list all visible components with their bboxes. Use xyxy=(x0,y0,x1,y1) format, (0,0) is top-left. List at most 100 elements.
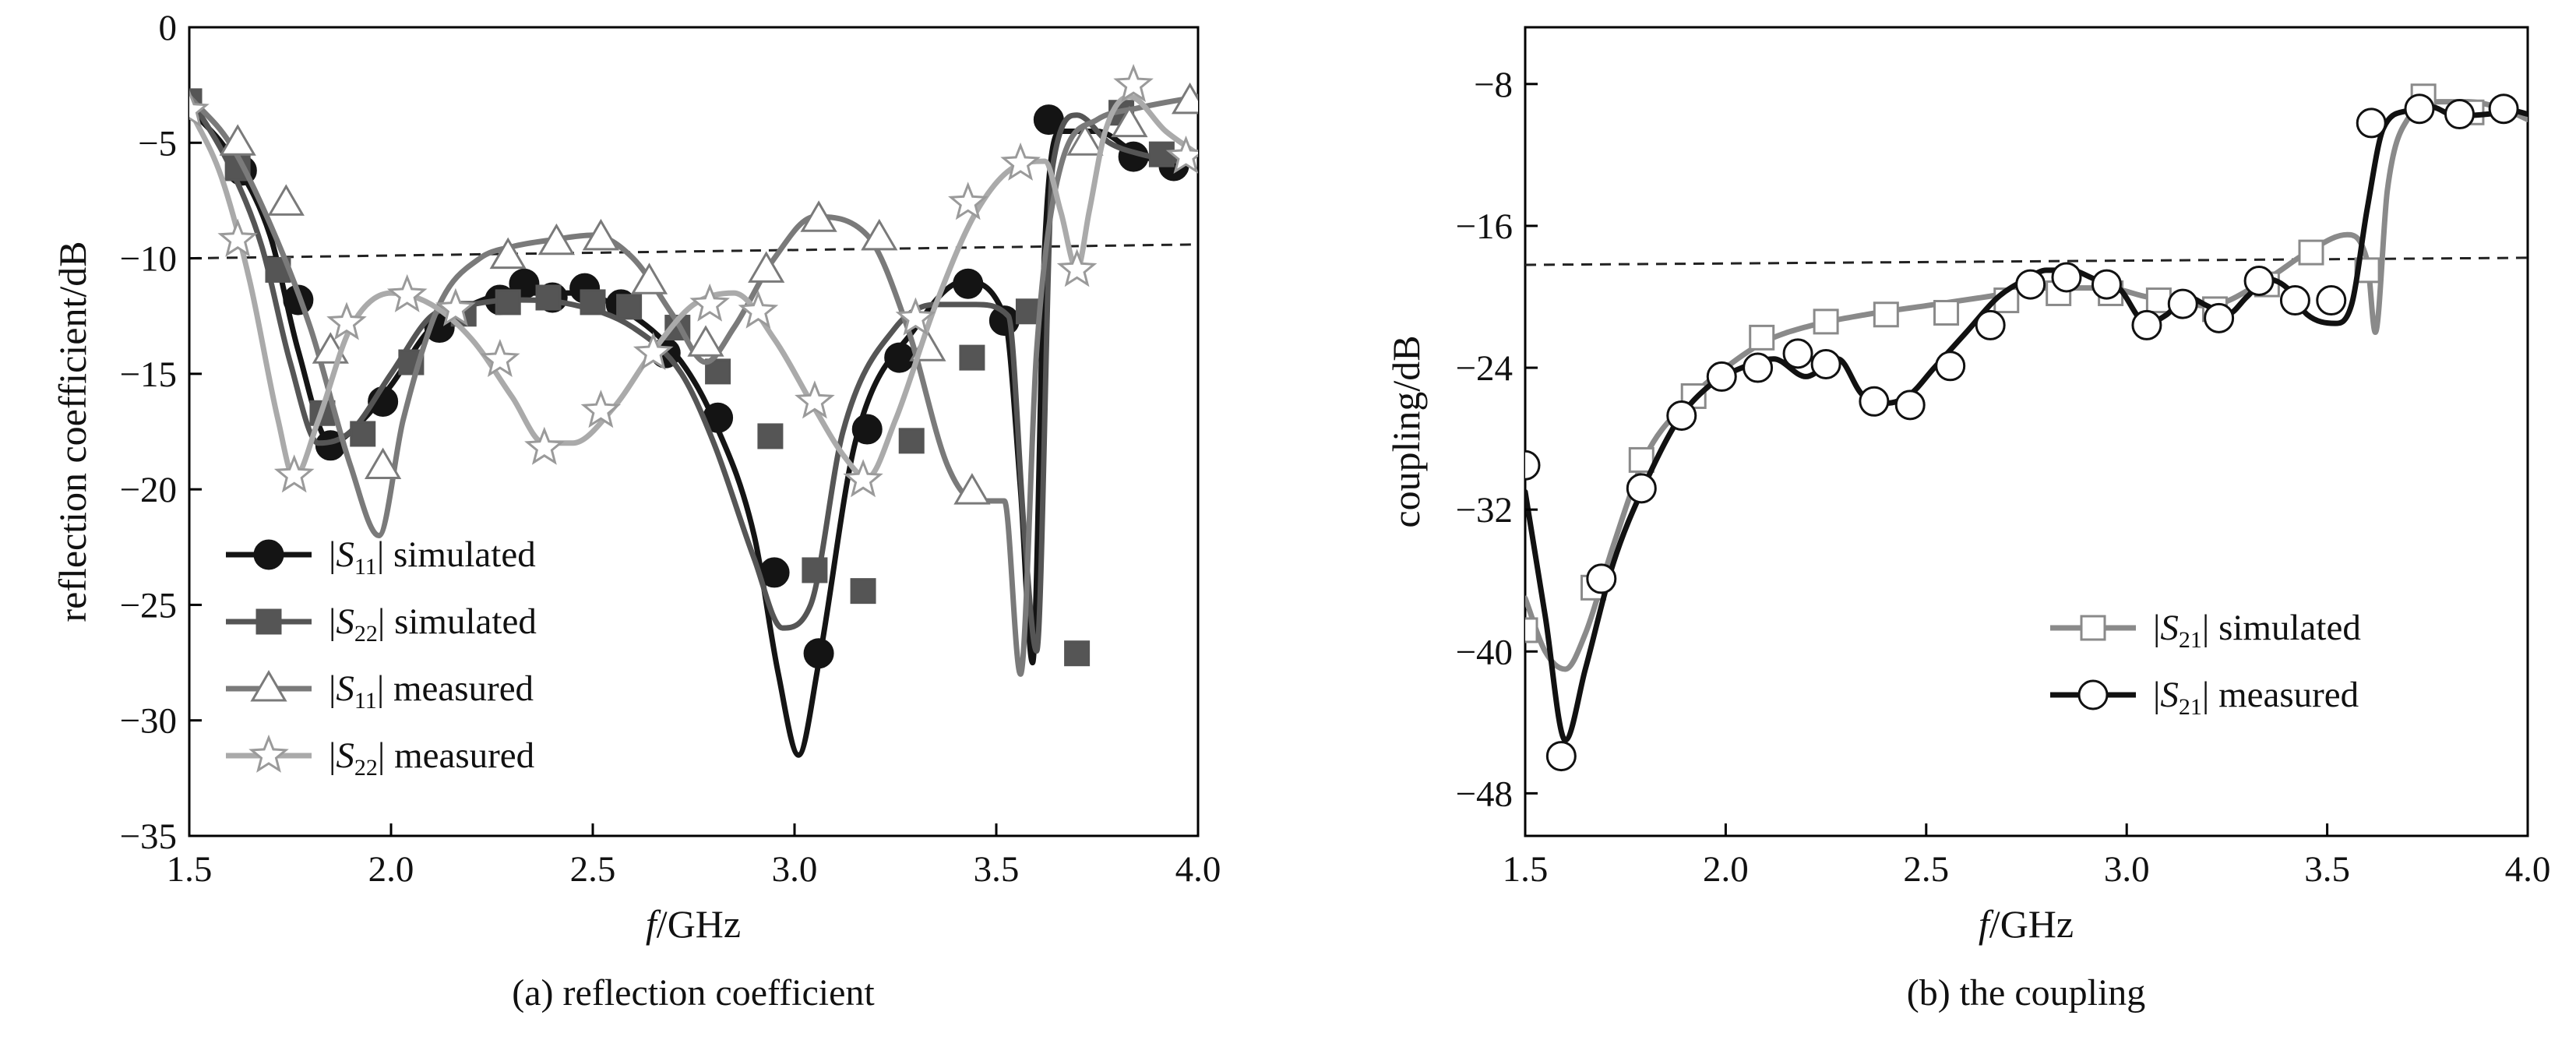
y-tick-label: −16 xyxy=(1455,206,1513,247)
legend-item: |S22| simulated xyxy=(226,601,537,647)
series-line xyxy=(189,93,1198,481)
data-point-marker xyxy=(580,289,606,316)
legend-item: |S22| measured xyxy=(226,734,534,781)
legend-marker xyxy=(2077,679,2109,710)
data-point-marker xyxy=(633,332,674,371)
legend-marker xyxy=(255,608,282,635)
legend-label: |S22| measured xyxy=(329,735,534,781)
data-point-marker xyxy=(861,218,898,251)
panel-caption: (a) reflection coefficient xyxy=(512,972,875,1014)
data-point-marker xyxy=(616,294,643,320)
x-tick-label: 2.5 xyxy=(570,849,616,890)
plot-frame xyxy=(188,26,1200,837)
x-tick-label: 3.5 xyxy=(974,849,1020,890)
data-point-marker xyxy=(1859,386,1890,417)
x-tick-label: 1.5 xyxy=(1503,849,1549,890)
data-point-marker xyxy=(1782,338,1813,369)
data-point-marker xyxy=(1749,324,1775,351)
legend-label: |S22| simulated xyxy=(329,601,537,647)
x-tick-label: 3.5 xyxy=(2304,849,2350,890)
data-point-marker xyxy=(386,273,428,312)
y-tick-label: −35 xyxy=(119,816,177,857)
data-point-marker xyxy=(1165,135,1198,174)
data-point-marker xyxy=(850,578,876,605)
legend-marker xyxy=(2080,615,2106,641)
data-point-marker xyxy=(748,251,785,283)
y-tick-label: −48 xyxy=(1455,774,1513,814)
y-tick-label: −25 xyxy=(119,585,177,626)
data-point-marker xyxy=(524,426,565,465)
x-axis-title: f/GHz xyxy=(646,902,741,946)
y-tick-label: −24 xyxy=(1455,348,1513,389)
y-tick-label: −8 xyxy=(1474,65,1513,105)
x-tick-label: 3.0 xyxy=(2104,849,2150,890)
legend-label: |S21| simulated xyxy=(2153,608,2361,653)
data-point-marker xyxy=(803,638,834,669)
data-point-marker xyxy=(738,290,779,329)
data-point-marker xyxy=(2316,285,2347,316)
data-point-marker xyxy=(2167,288,2198,319)
data-point-marker xyxy=(2356,108,2387,139)
legend-label: |S11| measured xyxy=(329,668,534,714)
data-point-marker xyxy=(489,237,527,270)
data-point-marker xyxy=(2404,93,2435,125)
legend-label: |S21| measured xyxy=(2153,675,2359,720)
data-point-marker xyxy=(1743,352,1774,383)
data-point-marker xyxy=(2051,262,2082,293)
data-point-marker xyxy=(1873,301,1899,328)
data-point-marker xyxy=(495,289,521,316)
reflection-coefficient-chart: 1.5 2.0 2.5 3.0 3.5 4.0 0 −5 −10 −15 −20 −25 −30 −35… xyxy=(51,8,1221,1014)
legend-item: |S11| simulated xyxy=(226,534,536,580)
data-point-marker xyxy=(1066,124,1104,156)
y-tick-label: −20 xyxy=(119,470,177,510)
series-21-measured xyxy=(1525,93,2528,772)
series-line xyxy=(1525,99,2528,672)
x-tick-label: 1.5 xyxy=(167,849,213,890)
y-tick-label: −30 xyxy=(119,701,177,742)
data-point-marker xyxy=(435,287,476,326)
legend-marker xyxy=(248,734,289,773)
series-22-measured xyxy=(189,64,1198,498)
data-point-marker xyxy=(1056,249,1098,287)
legend-marker xyxy=(253,539,284,570)
y-tick-label: 0 xyxy=(159,8,178,48)
data-point-marker xyxy=(2091,269,2122,300)
x-axis-title: f/GHz xyxy=(1979,902,2074,946)
data-point-marker xyxy=(948,182,988,220)
data-point-marker xyxy=(1525,617,1538,643)
data-point-marker xyxy=(1000,142,1041,181)
data-point-marker xyxy=(537,223,576,256)
data-point-marker xyxy=(1813,308,1839,335)
data-point-marker xyxy=(2131,309,2162,340)
y-tick-label: −5 xyxy=(138,123,177,164)
data-point-marker xyxy=(1810,349,1841,379)
plot-frame xyxy=(1524,26,2529,837)
data-point-marker xyxy=(580,390,622,428)
legend-item: |S21| measured xyxy=(2050,675,2359,720)
legend-item: |S11| measured xyxy=(226,668,534,714)
data-point-marker xyxy=(2279,285,2310,316)
data-point-marker xyxy=(689,283,730,322)
data-point-marker xyxy=(851,414,883,445)
data-point-marker xyxy=(953,268,984,299)
data-point-marker xyxy=(480,338,520,378)
legend-item: |S21| simulated xyxy=(2050,608,2361,653)
series-22-simulated xyxy=(189,88,1181,667)
data-point-marker xyxy=(959,344,985,371)
data-point-marker xyxy=(898,428,925,454)
data-point-marker xyxy=(326,301,367,340)
data-point-marker xyxy=(582,218,620,251)
data-point-marker xyxy=(1935,351,1966,382)
x-tick-label: 2.0 xyxy=(1703,849,1749,890)
legend: |S21| simulated |S21| measured xyxy=(2050,608,2361,720)
data-point-marker xyxy=(1626,473,1657,504)
data-point-marker xyxy=(843,459,883,498)
series-line xyxy=(189,93,1198,677)
legend-marker xyxy=(250,670,287,702)
data-point-marker xyxy=(2243,266,2275,297)
data-point-marker xyxy=(350,421,376,447)
y-tick-label: −10 xyxy=(119,239,177,280)
data-point-marker xyxy=(2015,269,2046,300)
data-point-marker xyxy=(1148,141,1175,167)
